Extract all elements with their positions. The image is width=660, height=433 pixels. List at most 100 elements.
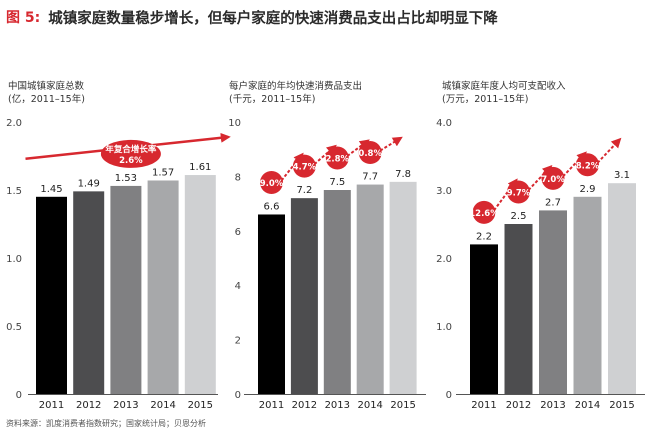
bar bbox=[184, 175, 216, 394]
x-tick-label: 2015 bbox=[609, 400, 634, 411]
growth-badge bbox=[576, 153, 599, 177]
figure-title: 城镇家庭数量稳步增长，但每户家庭的快速消费品支出占比却明显下降 bbox=[48, 10, 498, 27]
x-tick-label: 2013 bbox=[113, 400, 138, 411]
growth-badge bbox=[292, 154, 316, 178]
bar-value-label: 3.1 bbox=[614, 170, 630, 181]
y-tick-label: 2.0 bbox=[436, 254, 452, 265]
y-tick-label: 1.0 bbox=[436, 322, 452, 333]
panel-3-title: 城镇家庭年度人均可支配收入 (万元，2011–15年) bbox=[442, 80, 566, 106]
y-tick-label: 3.0 bbox=[436, 186, 452, 197]
bar bbox=[539, 210, 567, 394]
x-tick-label: 2015 bbox=[188, 400, 213, 411]
bar bbox=[290, 198, 318, 394]
bar bbox=[356, 184, 384, 394]
figure-label: 图 5: bbox=[6, 10, 41, 26]
growth-rate-label: 12.6% bbox=[469, 209, 499, 219]
growth-badge bbox=[260, 170, 283, 194]
panel-2-title: 每户家庭的年均快速消费品支出 (千元，2011–15年) bbox=[229, 80, 362, 106]
bar bbox=[504, 224, 533, 394]
x-tick-label: 2014 bbox=[357, 400, 382, 411]
growth-arrow bbox=[379, 136, 403, 152]
growth-badge bbox=[358, 141, 382, 165]
bar-value-label: 7.5 bbox=[329, 177, 345, 188]
chart-panel-2: 0 2 4 6 8 10 6.6 2011 7.2 2012 7.5 2013 7.7 2014 7.8 20… bbox=[228, 118, 426, 411]
growth-rate-label: 0.8% bbox=[358, 149, 382, 159]
chart-panel-1: 0 0.5 1.0 1.5 2.0 1.45 2011 1.49 2012 1.53 2013 1.5… bbox=[6, 118, 231, 411]
y-tick-label: 1.5 bbox=[6, 186, 22, 197]
bar-value-label: 1.61 bbox=[189, 162, 211, 173]
bar-value-label: 2.9 bbox=[580, 184, 596, 195]
y-tick-label: 1.0 bbox=[6, 254, 22, 265]
y-tick-label: 0 bbox=[235, 390, 241, 401]
growth-rate-label: 9.0% bbox=[260, 179, 284, 189]
x-tick-label: 2011 bbox=[471, 400, 496, 411]
x-tick-label: 2014 bbox=[575, 400, 600, 411]
bar-value-label: 1.57 bbox=[152, 167, 174, 178]
y-tick-label: 0.5 bbox=[6, 322, 22, 333]
panel-3-title-main: 城镇家庭年度人均可支配收入 bbox=[442, 81, 566, 92]
chart-panel-3: 0 1.0 2.0 3.0 4.0 2.2 2011 2.5 2012 2.7 2013 2.9 201… bbox=[436, 118, 645, 411]
source-note: 资料来源：凯度消费者指数研究；国家统计局；贝恩分析 bbox=[6, 419, 206, 428]
panel-3-title-sub: (万元，2011–15年) bbox=[442, 94, 529, 105]
x-tick-label: 2011 bbox=[259, 400, 284, 411]
cagr-label: 年复合增长率 bbox=[105, 144, 157, 155]
bar bbox=[470, 244, 498, 394]
panel-1-title: 中国城镇家庭总数 (亿，2011–15年) bbox=[8, 80, 85, 106]
growth-badge bbox=[507, 180, 530, 204]
panel-2-title-sub: (千元，2011–15年) bbox=[229, 94, 316, 105]
x-tick-label: 2012 bbox=[292, 400, 317, 411]
bar bbox=[323, 190, 351, 394]
y-tick-label: 6 bbox=[235, 227, 241, 238]
growth-badge bbox=[541, 166, 565, 190]
x-tick-label: 2014 bbox=[150, 400, 175, 411]
y-tick-label: 0 bbox=[446, 390, 452, 401]
y-tick-label: 4 bbox=[235, 281, 241, 292]
cagr-value: 2.6% bbox=[119, 156, 143, 166]
bar-value-label: 2.7 bbox=[545, 197, 561, 208]
growth-rate-label: 2.8% bbox=[326, 155, 350, 165]
y-tick-label: 4.0 bbox=[436, 118, 452, 129]
panel-1-title-sub: (亿，2011–15年) bbox=[8, 94, 85, 105]
bar bbox=[389, 181, 417, 394]
y-tick-label: 0 bbox=[16, 390, 22, 401]
x-tick-label: 2013 bbox=[325, 400, 350, 411]
growth-arrow bbox=[280, 152, 304, 182]
figure-header: 图 5: 城镇家庭数量稳步增长，但每户家庭的快速消费品支出占比却明显下降 bbox=[6, 5, 498, 29]
bar-value-label: 7.2 bbox=[296, 185, 312, 196]
bar-value-label: 6.6 bbox=[264, 201, 280, 212]
growth-arrow bbox=[596, 137, 622, 164]
y-tick-label: 8 bbox=[235, 172, 241, 183]
bar-value-label: 7.8 bbox=[395, 169, 411, 180]
growth-badge bbox=[325, 146, 349, 170]
bar-value-label: 1.49 bbox=[78, 178, 100, 189]
bar-value-label: 1.45 bbox=[40, 184, 62, 195]
growth-rate-label: 8.2% bbox=[576, 161, 600, 171]
y-tick-label: 2 bbox=[235, 336, 241, 347]
bar bbox=[573, 196, 602, 394]
bar bbox=[36, 196, 67, 394]
bar-value-label: 2.5 bbox=[511, 211, 527, 222]
bar bbox=[73, 191, 105, 394]
panel-2-title-main: 每户家庭的年均快速消费品支出 bbox=[229, 81, 363, 92]
growth-rate-label: 9.7% bbox=[507, 189, 531, 199]
x-tick-label: 2012 bbox=[506, 400, 531, 411]
bar bbox=[147, 180, 179, 394]
x-tick-label: 2013 bbox=[540, 400, 565, 411]
bar bbox=[608, 183, 636, 394]
x-tick-label: 2011 bbox=[39, 400, 64, 411]
y-tick-label: 2.0 bbox=[6, 118, 22, 129]
bar-value-label: 2.2 bbox=[476, 231, 492, 242]
bar-value-label: 7.7 bbox=[362, 172, 378, 183]
y-tick-label: 10 bbox=[228, 118, 241, 129]
x-tick-label: 2012 bbox=[76, 400, 101, 411]
x-tick-label: 2015 bbox=[390, 400, 415, 411]
cagr-badge bbox=[100, 139, 161, 168]
panel-1-title-main: 中国城镇家庭总数 bbox=[8, 81, 85, 92]
bar bbox=[110, 185, 142, 394]
growth-badge bbox=[472, 200, 496, 224]
bar-value-label: 1.53 bbox=[115, 173, 137, 184]
growth-rate-label: 4.7% bbox=[293, 163, 317, 173]
bar bbox=[258, 214, 285, 394]
growth-rate-label: 7.0% bbox=[541, 175, 565, 185]
